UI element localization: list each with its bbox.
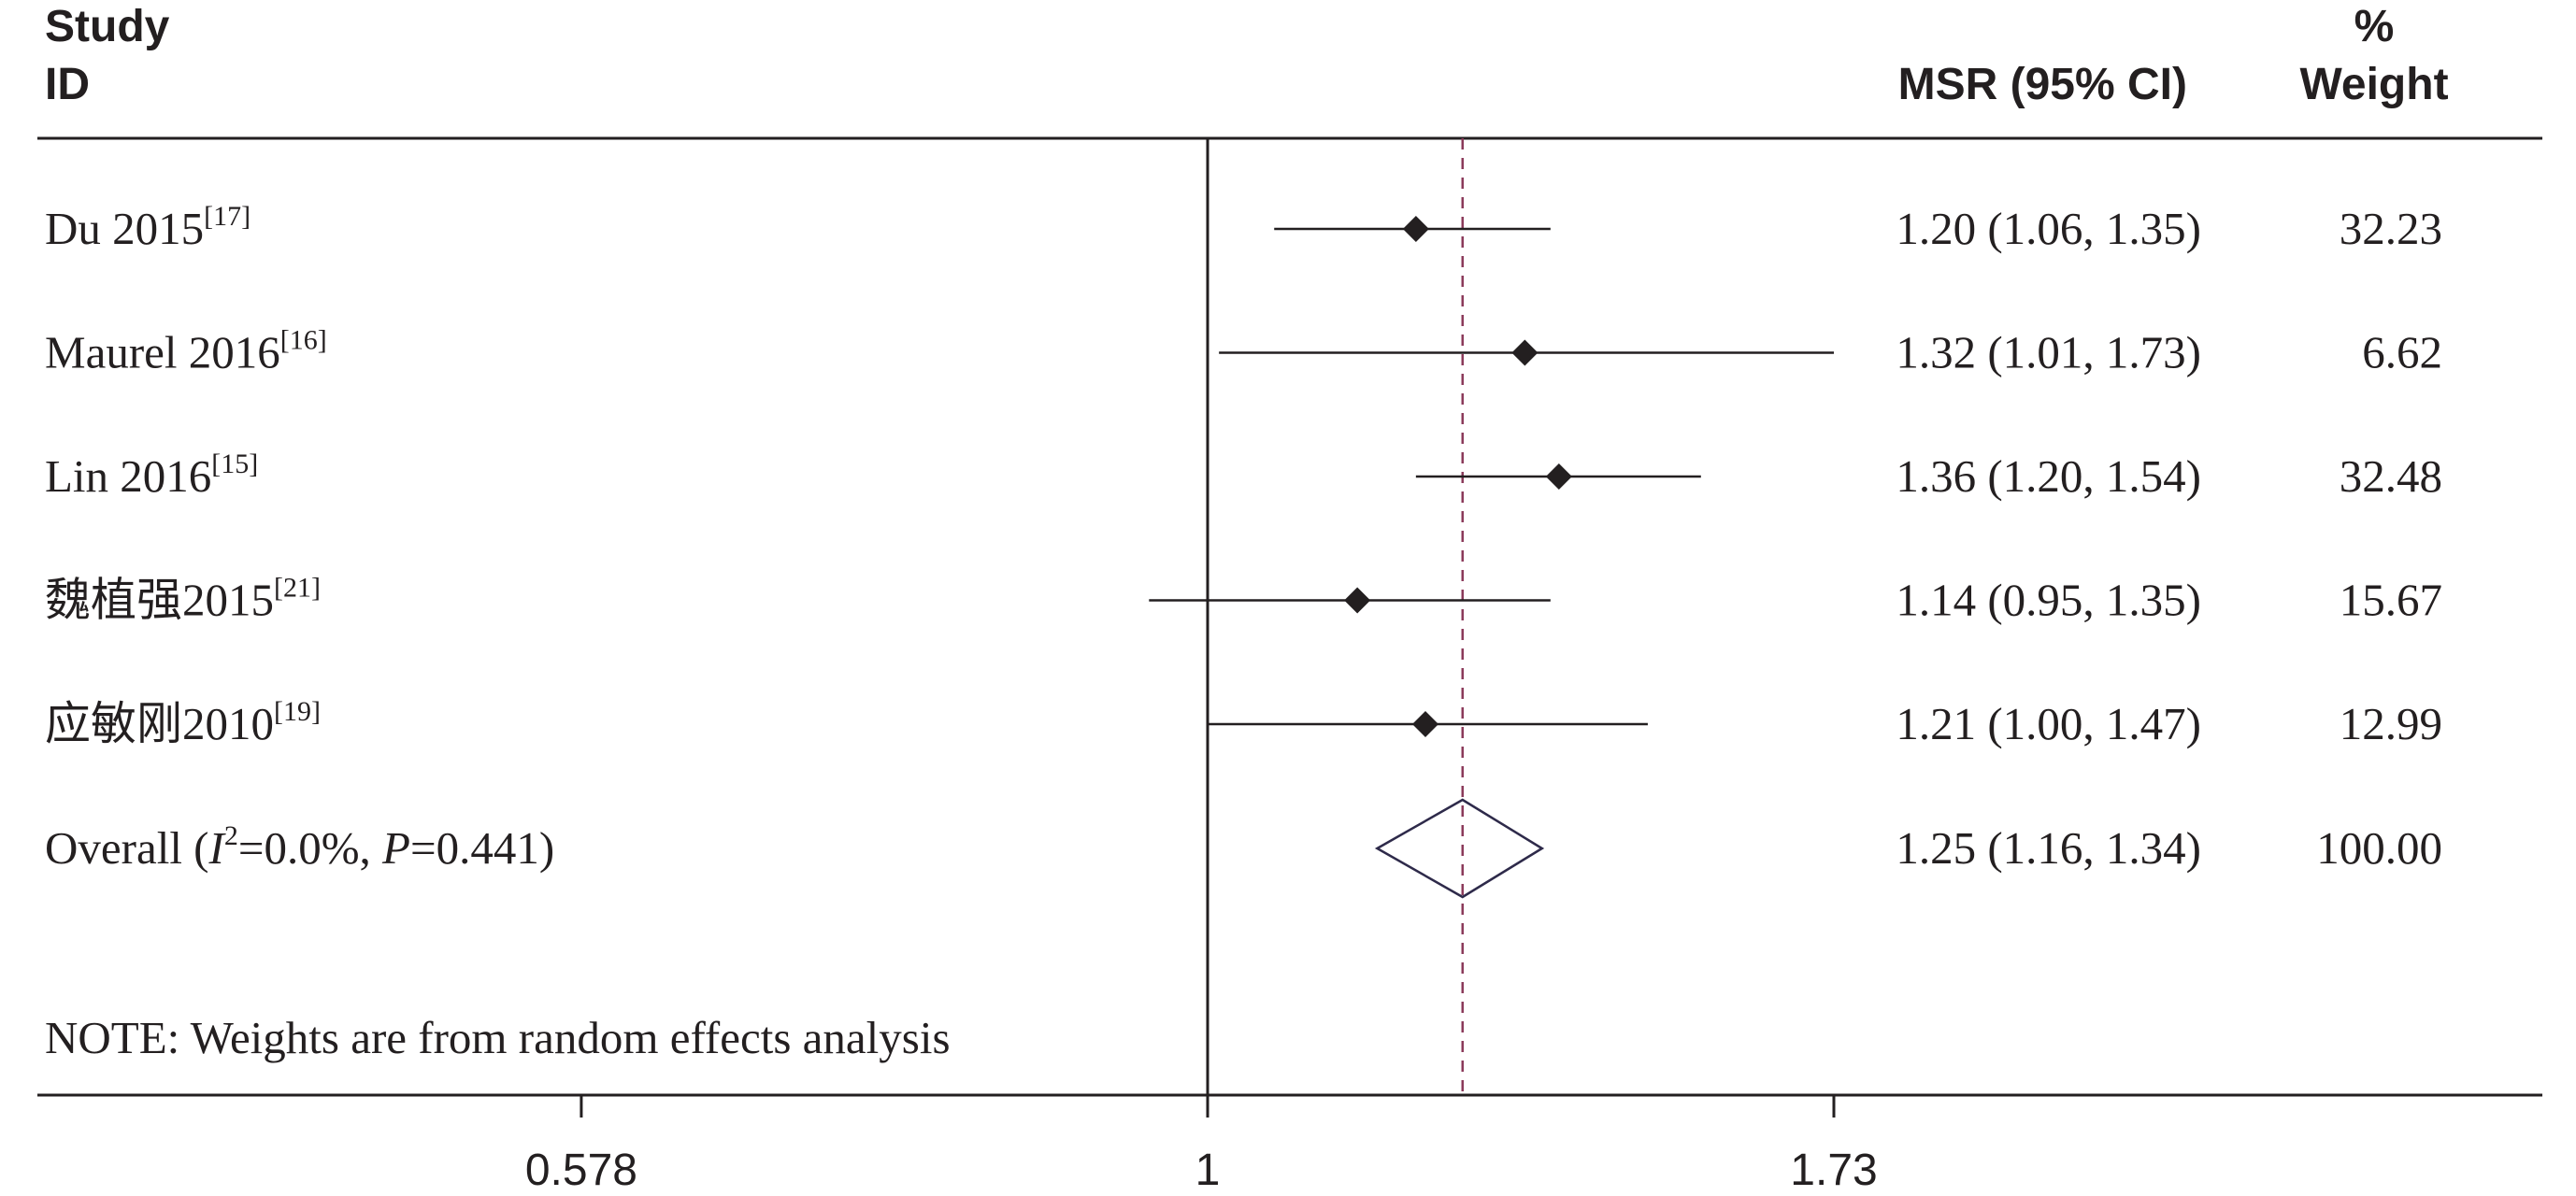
i-squared-exponent: 2 — [224, 820, 238, 851]
weight-text: 6.62 — [2362, 327, 2442, 378]
point-estimate — [1402, 216, 1429, 242]
weight-text: 32.48 — [2340, 450, 2442, 502]
point-estimate — [1545, 463, 1572, 490]
weight-text: 12.99 — [2340, 698, 2442, 749]
x-tick-label: 1.73 — [1790, 1146, 1877, 1195]
i-squared-symbol: I — [208, 822, 227, 874]
study-reference: [16] — [280, 325, 327, 356]
overall-label-prefix: Overall ( — [45, 822, 209, 874]
study-reference: [21] — [274, 573, 321, 604]
study-reference: [19] — [274, 696, 321, 727]
study-label: 魏植强2015[21] — [45, 573, 321, 626]
overall-diamond — [1374, 798, 1545, 899]
overall-weight-text: 100.00 — [2316, 822, 2442, 874]
effect-ci-text: 1.21 (1.00, 1.47) — [1896, 698, 2201, 749]
study-row: Lin 2016[15] 1.36 (1.20, 1.54) 32.48 — [45, 448, 2442, 502]
study-label: Lin 2016[15] — [45, 448, 258, 502]
p-symbol: P — [381, 822, 410, 874]
header-study: Study — [45, 2, 170, 51]
point-estimate — [1511, 339, 1538, 366]
point-estimate — [1344, 587, 1371, 614]
study-row: Maurel 2016[16] 1.32 (1.01, 1.73) 6.62 — [45, 325, 2442, 378]
study-label: Du 2015[17] — [45, 201, 250, 254]
x-axis-ticks: 0.578 1 1.73 — [525, 1095, 1878, 1195]
x-tick-label: 0.578 — [525, 1146, 637, 1195]
overall-ci-text: 1.25 (1.16, 1.34) — [1896, 822, 2201, 874]
weight-text: 32.23 — [2340, 203, 2442, 254]
overall-row: Overall (I2=0.0%, P=0.441) 1.25 (1.16, 1.… — [45, 798, 2442, 899]
note-text: NOTE: Weights are from random effects an… — [45, 1012, 951, 1063]
overall-label: Overall (I2=0.0%, P=0.441) — [45, 820, 554, 874]
study-row: 应敏刚2010[19] 1.21 (1.00, 1.47) 12.99 — [45, 696, 2442, 749]
header-percent: % — [2354, 2, 2395, 51]
study-rows: Du 2015[17] 1.20 (1.06, 1.35) 32.23 Maurel … — [45, 201, 2442, 749]
study-reference: [17] — [204, 201, 250, 232]
weight-text: 15.67 — [2340, 575, 2442, 626]
study-row: Du 2015[17] 1.20 (1.06, 1.35) 32.23 — [45, 201, 2442, 254]
header-id: ID — [45, 60, 90, 109]
effect-ci-text: 1.20 (1.06, 1.35) — [1896, 203, 2201, 254]
i-squared-value: =0.0%, — [238, 822, 382, 874]
study-label: Maurel 2016[16] — [45, 325, 327, 378]
header-effect: MSR (95% CI) — [1898, 60, 2187, 109]
study-row: 魏植强2015[21] 1.14 (0.95, 1.35) 15.67 — [45, 573, 2442, 626]
effect-ci-text: 1.14 (0.95, 1.35) — [1896, 575, 2201, 626]
point-estimate — [1412, 711, 1439, 737]
effect-ci-text: 1.32 (1.01, 1.73) — [1896, 327, 2201, 378]
p-value: =0.441) — [410, 822, 554, 874]
effect-ci-text: 1.36 (1.20, 1.54) — [1896, 450, 2201, 502]
header-weight: Weight — [2299, 60, 2448, 109]
x-tick-label: 1 — [1195, 1146, 1221, 1195]
study-label: 应敏刚2010[19] — [45, 696, 321, 749]
study-reference: [15] — [211, 448, 258, 479]
